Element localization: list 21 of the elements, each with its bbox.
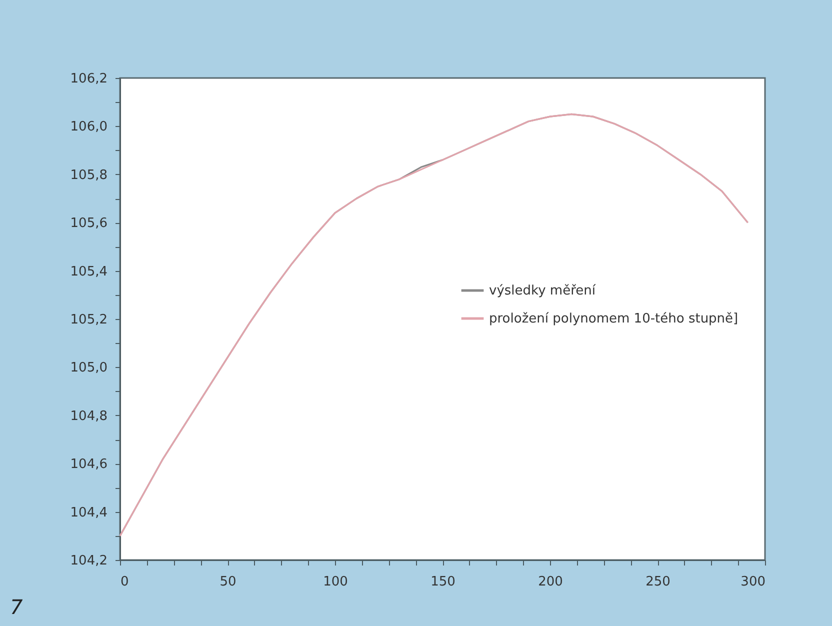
x-tick-label: 50 <box>220 574 236 590</box>
y-tick-label: 105,6 <box>70 216 108 232</box>
y-tick-label: 105,0 <box>70 360 108 376</box>
y-tick-label: 105,4 <box>70 264 108 280</box>
x-tick-label: 150 <box>430 574 456 590</box>
x-tick-label: 0 <box>120 574 129 590</box>
legend-label: výsledky měření <box>489 284 596 298</box>
y-tick-label: 106,2 <box>70 72 108 86</box>
y-tick-label: 105,8 <box>70 168 108 183</box>
x-tick-label: 250 <box>646 574 670 590</box>
y-tick-label: 104,2 <box>70 554 108 568</box>
y-tick-label: 104,6 <box>70 457 108 472</box>
y-tick-label: 106,0 <box>70 120 108 135</box>
legend-label: proložení polynomem 10-tého stupně] <box>489 312 738 326</box>
x-tick-label: 200 <box>538 574 563 590</box>
y-tick-label: 104,8 <box>70 408 108 424</box>
x-tick-label: 300 <box>740 574 766 590</box>
y-tick-label: 104,4 <box>70 505 108 520</box>
text: 7 <box>10 595 23 619</box>
y-tick-label: 105,2 <box>70 312 108 328</box>
x-tick-label: 100 <box>323 574 348 590</box>
